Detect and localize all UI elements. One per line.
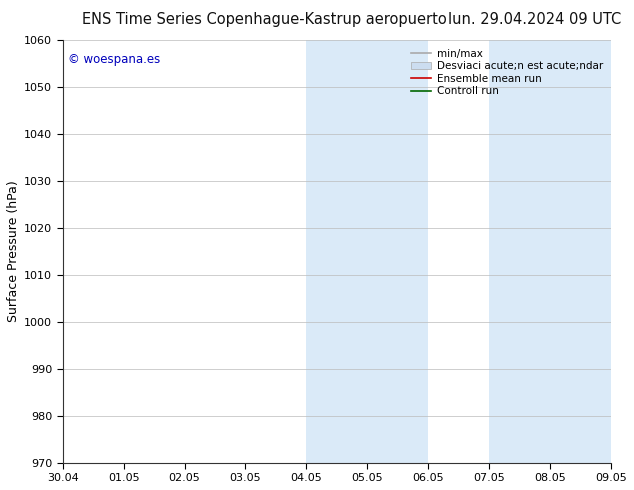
Bar [306,40,367,463]
Bar [550,40,611,463]
Legend: min/max, Desviaci acute;n est acute;ndar, Ensemble mean run, Controll run: min/max, Desviaci acute;n est acute;ndar… [408,46,606,99]
Text: lun. 29.04.2024 09 UTC: lun. 29.04.2024 09 UTC [448,12,621,27]
Bar [367,40,429,463]
Bar [489,40,550,463]
Y-axis label: Surface Pressure (hPa): Surface Pressure (hPa) [7,181,20,322]
Text: ENS Time Series Copenhague-Kastrup aeropuerto: ENS Time Series Copenhague-Kastrup aerop… [82,12,447,27]
Text: © woespana.es: © woespana.es [68,53,160,66]
